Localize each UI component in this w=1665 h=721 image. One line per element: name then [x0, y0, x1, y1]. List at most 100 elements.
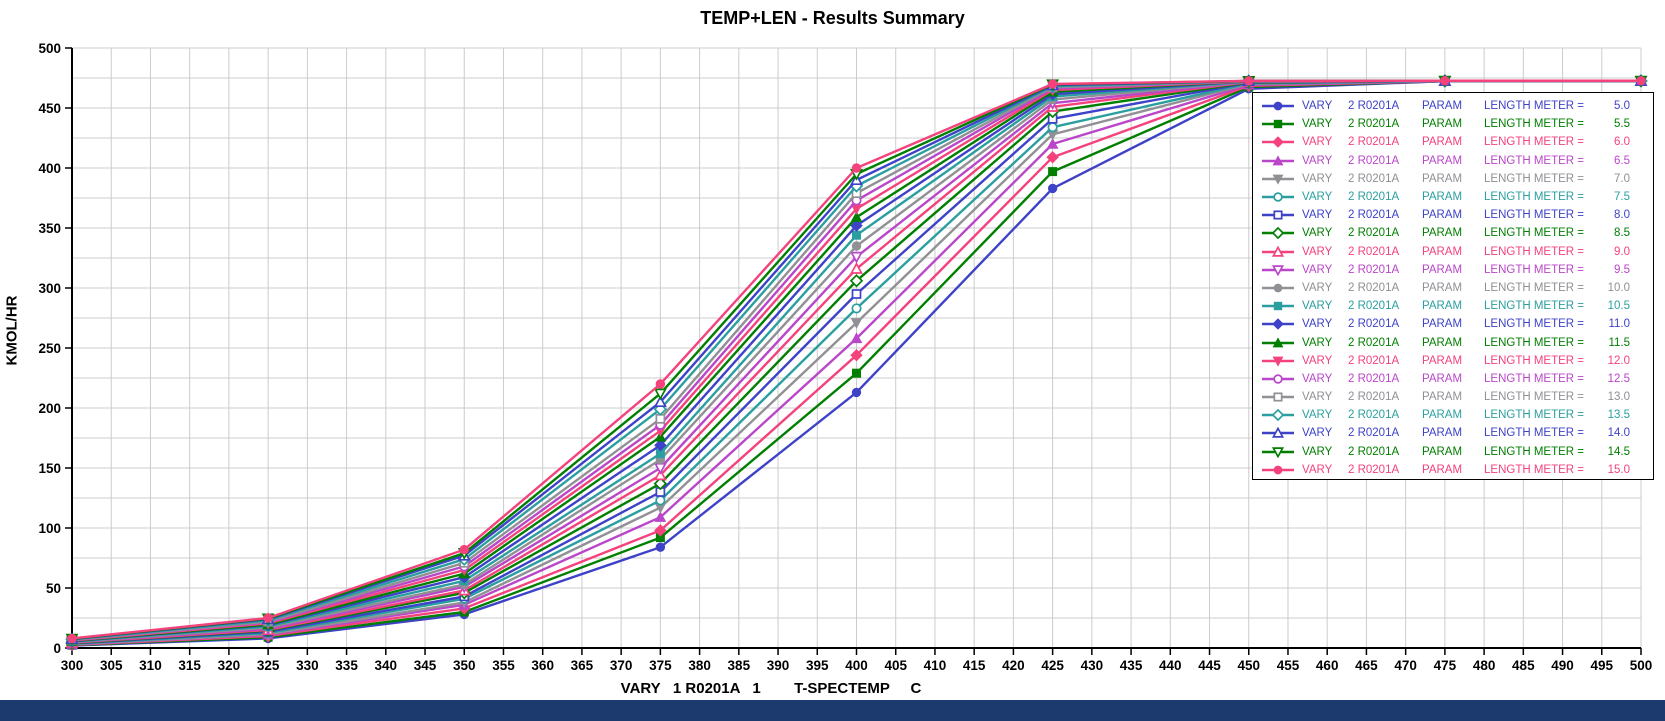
bottom-bar: [0, 700, 1665, 721]
legend-entry-label: 2 R0201A: [1348, 172, 1400, 185]
y-tick-label: 350: [38, 221, 61, 236]
x-tick-label: 360: [531, 658, 554, 673]
legend-entry-label: PARAM: [1422, 300, 1463, 313]
legend-marker-icon: [1262, 174, 1294, 185]
legend-marker-icon: [1262, 101, 1294, 111]
x-tick-label: 490: [1551, 658, 1574, 673]
legend-entry-label: LENGTH METER =: [1484, 372, 1585, 385]
legend-entry-label: 2 R0201A: [1348, 300, 1400, 313]
x-tick-label: 495: [1591, 658, 1614, 673]
legend-entry-value: 11.0: [1608, 318, 1630, 331]
legend-marker-icon: [1262, 265, 1294, 276]
legend-entry-label: LENGTH METER =: [1484, 300, 1585, 313]
legend-entry-label: LENGTH METER =: [1484, 336, 1585, 349]
legend-entry-label: VARY: [1302, 100, 1333, 113]
legend-entry-label: VARY: [1302, 191, 1333, 204]
legend-marker-icon: [1262, 227, 1294, 240]
legend-entry-label: VARY: [1302, 354, 1333, 367]
legend-entry-value: 12.0: [1607, 354, 1630, 367]
legend-entry-label: PARAM: [1422, 172, 1463, 185]
x-tick-label: 470: [1394, 658, 1417, 673]
x-tick-label: 475: [1434, 658, 1457, 673]
x-tick-label: 480: [1473, 658, 1496, 673]
legend-entry-label: VARY: [1302, 245, 1333, 258]
legend-entry-value: 11.5: [1608, 336, 1630, 349]
legend-entry: VARY 2 R0201A PARAM LENGTH METER = 7.0: [1261, 170, 1653, 188]
legend-entry: VARY 2 R0201A PARAM LENGTH METER = 11.5: [1261, 333, 1653, 351]
legend-entry-label: 2 R0201A: [1348, 281, 1400, 294]
legend-entry-value: 8.0: [1614, 209, 1630, 222]
x-tick-label: 370: [610, 658, 633, 673]
x-tick-label: 385: [728, 658, 751, 673]
y-tick-label: 0: [53, 641, 61, 656]
legend-entry-label: LENGTH METER =: [1484, 354, 1585, 367]
x-tick-label: 375: [649, 658, 672, 673]
legend-entry-label: PARAM: [1422, 281, 1463, 294]
legend-entry-label: 2 R0201A: [1348, 263, 1400, 276]
x-tick-label: 455: [1277, 658, 1300, 673]
legend-marker-icon: [1262, 392, 1294, 402]
y-tick-label: 200: [38, 401, 61, 416]
legend-entry-label: VARY: [1302, 300, 1333, 313]
x-tick-label: 430: [1081, 658, 1104, 673]
series-length-15.0: [67, 76, 1646, 644]
legend-entry-label: VARY: [1302, 118, 1333, 131]
legend-entry-label: PARAM: [1422, 391, 1463, 404]
legend-entry-value: 6.0: [1614, 136, 1630, 149]
legend-entry: VARY 2 R0201A PARAM LENGTH METER = 10.5: [1261, 297, 1653, 315]
legend-entry-label: VARY: [1302, 463, 1333, 476]
legend-entry-label: PARAM: [1422, 263, 1463, 276]
legend-entry-label: LENGTH METER =: [1484, 263, 1585, 276]
legend-entry-value: 14.5: [1607, 445, 1630, 458]
x-tick-label: 325: [257, 658, 280, 673]
x-tick-label: 345: [414, 658, 437, 673]
legend-entry-label: PARAM: [1422, 191, 1463, 204]
legend-entry-value: 7.0: [1614, 172, 1630, 185]
legend-marker-icon: [1262, 245, 1294, 257]
x-tick-label: 500: [1630, 658, 1653, 673]
legend-entry-label: VARY: [1302, 336, 1333, 349]
legend-entry-value: 15.0: [1607, 463, 1630, 476]
legend-entry-label: 2 R0201A: [1348, 354, 1400, 367]
legend-marker-icon: [1262, 155, 1294, 166]
legend-entry-label: VARY: [1302, 318, 1333, 331]
legend-entry-value: 5.5: [1614, 118, 1630, 131]
legend-entry-label: LENGTH METER =: [1484, 100, 1585, 113]
y-tick-labels: 0 50 100 150 200 250 300 350 400 450 500: [38, 41, 61, 656]
legend-entry-label: PARAM: [1422, 118, 1463, 131]
x-tick-label: 315: [178, 658, 201, 673]
x-tick-label: 320: [218, 658, 241, 673]
legend-entry-label: 2 R0201A: [1348, 227, 1400, 240]
legend-entry-label: 2 R0201A: [1348, 318, 1400, 331]
legend-entry-label: 2 R0201A: [1348, 136, 1400, 149]
legend-entry-label: PARAM: [1422, 354, 1463, 367]
legend-entry-value: 8.5: [1614, 227, 1630, 240]
legend-entry-label: 2 R0201A: [1348, 100, 1400, 113]
legend-entry-label: LENGTH METER =: [1484, 118, 1585, 131]
x-tick-label: 335: [335, 658, 358, 673]
legend-marker-icon: [1262, 301, 1294, 311]
x-tick-label: 395: [806, 658, 829, 673]
x-tick-label: 460: [1316, 658, 1339, 673]
legend-entry-value: 6.5: [1614, 154, 1630, 167]
legend-entry-label: VARY: [1302, 154, 1333, 167]
x-tick-label: 485: [1512, 658, 1535, 673]
x-tick-label: 445: [1198, 658, 1221, 673]
legend-entry-label: PARAM: [1422, 318, 1463, 331]
legend-entry-label: VARY: [1302, 227, 1333, 240]
y-tick-label: 300: [38, 281, 61, 296]
legend-entry: VARY 2 R0201A PARAM LENGTH METER = 13.0: [1261, 388, 1653, 406]
legend-entry: VARY 2 R0201A PARAM LENGTH METER = 9.0: [1261, 243, 1653, 261]
x-tick-label: 435: [1120, 658, 1143, 673]
legend-entry-label: LENGTH METER =: [1484, 463, 1585, 476]
legend-entry-value: 13.0: [1607, 391, 1630, 404]
legend-entry-label: VARY: [1302, 136, 1333, 149]
legend-entry-label: 2 R0201A: [1348, 118, 1400, 131]
legend-entry: VARY 2 R0201A PARAM LENGTH METER = 12.5: [1261, 370, 1653, 388]
legend-marker-icon: [1262, 192, 1294, 202]
legend-entry: VARY 2 R0201A PARAM LENGTH METER = 8.0: [1261, 206, 1653, 224]
legend-entry-label: PARAM: [1422, 100, 1463, 113]
legend-marker-icon: [1262, 427, 1294, 439]
legend-entry-label: VARY: [1302, 427, 1333, 440]
legend-entry-label: VARY: [1302, 172, 1333, 185]
